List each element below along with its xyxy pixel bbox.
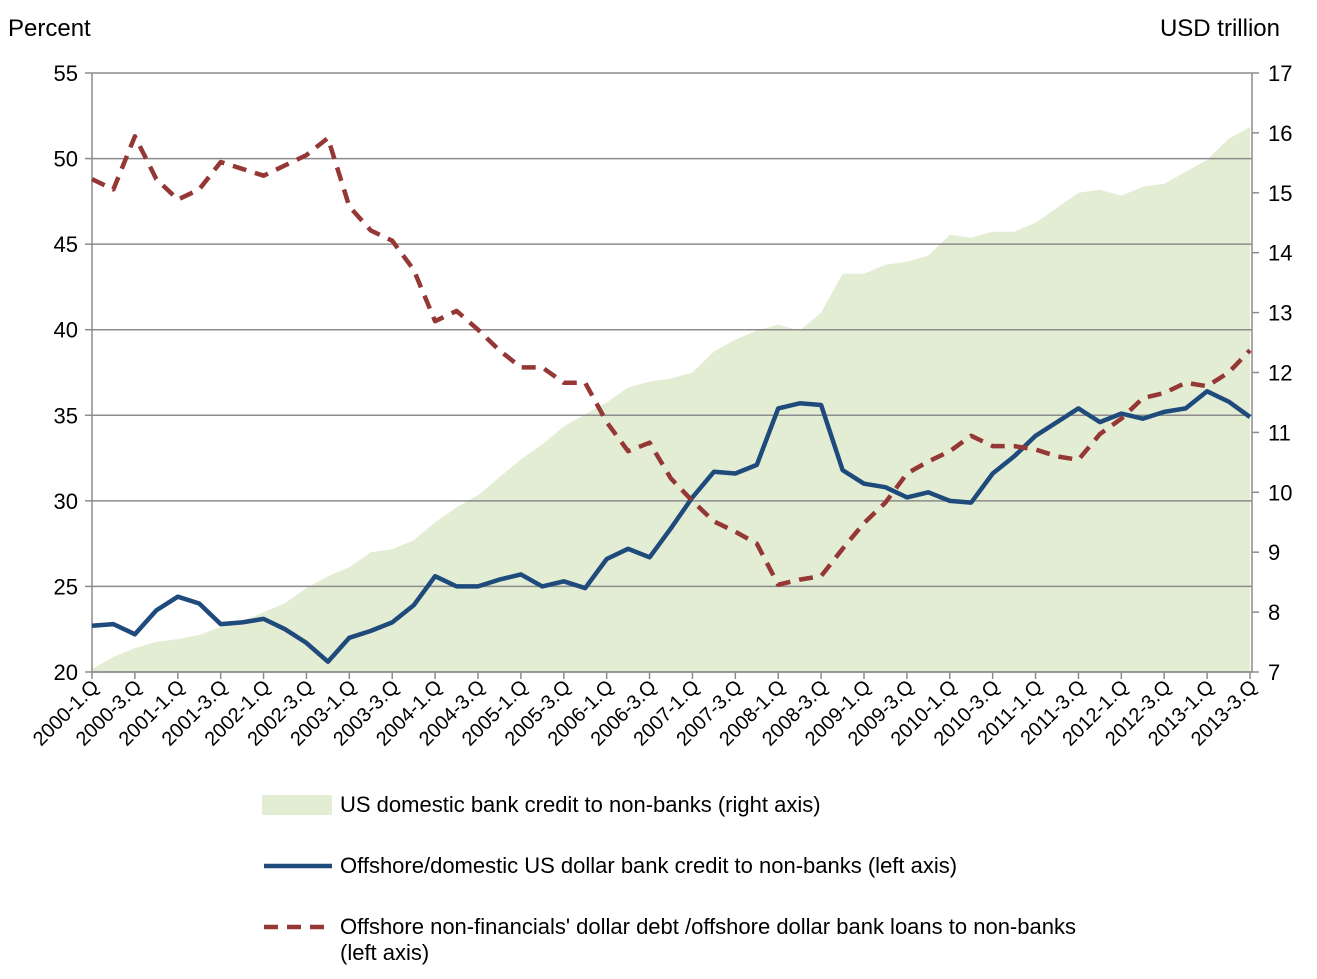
y2-tick-label: 7 bbox=[1268, 660, 1280, 685]
line bbox=[91, 134, 1252, 587]
y2-tick-label: 13 bbox=[1268, 301, 1292, 326]
legend-item: Offshore/domestic US dollar bank credit … bbox=[262, 853, 1122, 879]
y-tick-label: 50 bbox=[54, 147, 78, 172]
y-tick-label: 40 bbox=[54, 318, 78, 343]
y2-tick-label: 16 bbox=[1268, 121, 1292, 146]
y-axis-title: Percent bbox=[8, 15, 91, 42]
legend-item: US domestic bank credit to non-banks (ri… bbox=[262, 792, 1122, 818]
y2-tick-label: 12 bbox=[1268, 361, 1292, 386]
y2-tick-label: 10 bbox=[1268, 480, 1292, 505]
y-tick-label: 35 bbox=[54, 403, 78, 428]
legend-swatch bbox=[264, 924, 332, 930]
y2-tick-label: 8 bbox=[1268, 600, 1280, 625]
area-layer bbox=[92, 126, 1250, 672]
area bbox=[92, 126, 1250, 672]
grid-layer bbox=[92, 72, 1252, 673]
y2-tick-label: 14 bbox=[1268, 241, 1292, 266]
legend-label: Offshore/domestic US dollar bank credit … bbox=[340, 853, 958, 878]
legend-label: Offshore non-financials' dollar debt /of… bbox=[340, 914, 1076, 965]
y-tick-label: 45 bbox=[54, 232, 78, 257]
legend-label: US domestic bank credit to non-banks (ri… bbox=[340, 792, 821, 817]
y-tick-label: 30 bbox=[54, 489, 78, 514]
y2-axis-title: USD trillion bbox=[1160, 15, 1280, 42]
y2-tick-label: 11 bbox=[1268, 420, 1291, 445]
line bbox=[91, 389, 1252, 664]
legend-item: Offshore non-financials' dollar debt /of… bbox=[262, 914, 1122, 966]
chart: Percent USD trillion 20 25 30 35 40 45 50 55 7 8 9… bbox=[8, 15, 1292, 751]
y2-tick-label: 15 bbox=[1268, 181, 1292, 206]
legend-swatch bbox=[262, 795, 332, 815]
y2-tick-label: 9 bbox=[1268, 540, 1280, 565]
legend: US domestic bank credit to non-banks (ri… bbox=[262, 792, 1122, 979]
legend-swatch-fill bbox=[262, 795, 332, 815]
y-tick-label: 20 bbox=[54, 660, 78, 685]
y-tick-label: 25 bbox=[54, 574, 78, 599]
y2-tick-label: 17 bbox=[1268, 61, 1292, 86]
y-tick-label: 55 bbox=[54, 61, 78, 86]
legend-swatch bbox=[264, 863, 332, 869]
